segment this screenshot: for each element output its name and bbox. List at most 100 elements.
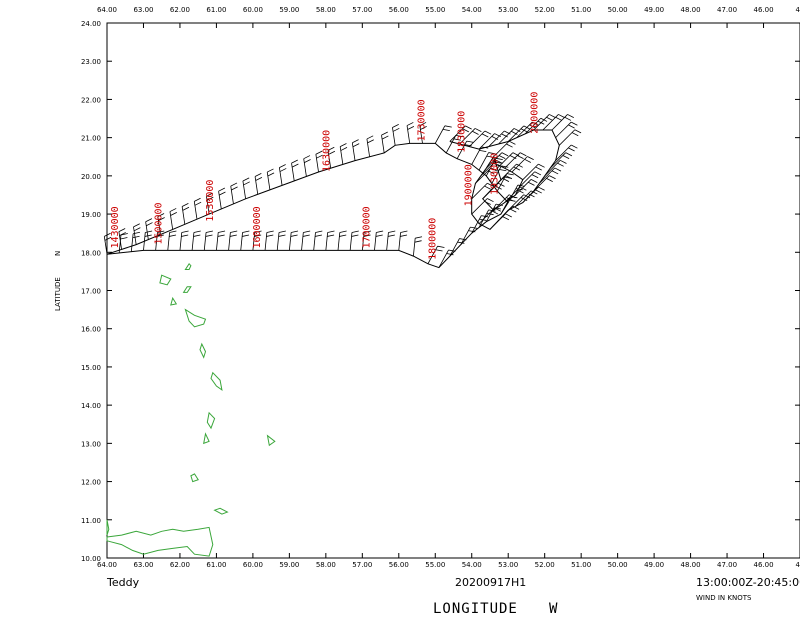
wind-barb [315, 150, 323, 173]
x-tick-label-bottom: 47.00 [717, 561, 737, 569]
wind-barb [351, 139, 360, 161]
wind-barb [278, 164, 287, 186]
wind-barb [518, 171, 542, 188]
wind-barb [406, 122, 415, 144]
wind-barb [218, 187, 226, 210]
island-coastline [106, 526, 214, 557]
time-label: 1500000 [154, 202, 165, 244]
wind-barb [471, 182, 494, 200]
wind-barb [533, 114, 556, 131]
time-label: 1600000 [252, 206, 263, 248]
time-label-layer: 1430000 1500000 1530000 1600000 1630000 17000… [110, 92, 541, 260]
wind-barb [103, 232, 112, 255]
x-tick-label-top: 51.00 [571, 6, 591, 14]
x-tick-label-bottom: 56.00 [389, 561, 409, 569]
y-axis-suffix: N [54, 251, 62, 256]
x-tick-label-bottom: 51.00 [571, 561, 591, 569]
wind-barb [398, 230, 408, 251]
wind-barb [488, 130, 511, 147]
wind-barb [498, 128, 521, 145]
flight-track-loop [449, 129, 560, 231]
wind-barb [475, 167, 498, 184]
wind-barb [459, 128, 482, 145]
x-tick-label-bottom: 50.00 [608, 561, 628, 569]
island-coastline [213, 507, 229, 515]
time-range: 13:00:00Z-20:45:00Z [696, 576, 800, 589]
wind-barb [555, 121, 578, 138]
wind-barb [427, 245, 445, 264]
time-label: 1930000 [489, 153, 500, 195]
wind-barb [228, 230, 238, 251]
x-tick-label-bottom: 58.00 [316, 561, 336, 569]
x-tick-label-top: 47.00 [717, 6, 737, 14]
y-tick-label: 11.00 [81, 517, 101, 525]
y-tick-label: 10.00 [81, 555, 101, 563]
y-tick-label: 14.00 [81, 402, 101, 410]
island-coastline [190, 473, 199, 483]
time-label: 1530000 [205, 180, 216, 222]
wind-barb [486, 152, 509, 169]
wind-barb [288, 230, 299, 251]
wind-barb [206, 192, 214, 215]
wind-barb [374, 230, 384, 251]
wind-barb [303, 155, 311, 177]
wind-barb [203, 230, 213, 251]
x-tick-label-bottom: 54.00 [462, 561, 482, 569]
wind-barb [313, 230, 323, 251]
x-tick-label-top: 60.00 [243, 6, 263, 14]
wind-barb [349, 230, 359, 251]
y-tick-label: 17.00 [81, 288, 101, 296]
wind-barb [515, 179, 538, 196]
wind-barb [469, 130, 492, 147]
wind-barb [133, 223, 141, 245]
time-label: 1830000 [456, 111, 467, 153]
wind-barb [169, 208, 177, 230]
x-tick-label-top: 59.00 [279, 6, 299, 14]
x-tick-label-top: 61.00 [206, 6, 226, 14]
island-coastline [266, 434, 276, 447]
island-coastline [159, 274, 172, 286]
wind-barb [445, 134, 463, 154]
x-tick-label-bottom: 45 [796, 561, 800, 569]
flight-track-line [106, 142, 509, 269]
y-tick-label: 22.00 [81, 96, 101, 104]
island-coastline [106, 519, 110, 536]
wind-barb [301, 230, 311, 251]
time-label: 1700000 [362, 206, 373, 248]
time-label: 1800000 [427, 218, 438, 260]
x-tick-label-bottom: 53.00 [498, 561, 518, 569]
x-tick-label-top: 49.00 [644, 6, 664, 14]
island-coastline [170, 296, 178, 306]
wind-barb [252, 230, 262, 251]
x-tick-label-bottom: 63.00 [133, 561, 153, 569]
island-coastline [210, 371, 223, 392]
wind-barb [337, 230, 347, 251]
flight-track-layer [106, 129, 560, 269]
x-tick-label-bottom: 49.00 [644, 561, 664, 569]
wind-barb [339, 143, 348, 165]
y-tick-label: 15.00 [81, 364, 101, 372]
y-tick-label: 18.00 [81, 249, 101, 257]
wind-barb [276, 230, 286, 251]
wind-barb [266, 168, 275, 190]
x-tick-label-bottom: 64.00 [97, 561, 117, 569]
wind-barb [491, 165, 509, 184]
x-tick-label-bottom: 48.00 [681, 561, 701, 569]
wind-barb [412, 236, 423, 257]
wind-barb [242, 177, 250, 199]
coastline-layer [106, 262, 276, 557]
wind-barb [366, 135, 374, 157]
top-axis-ticks: 64.00 63.00 62.00 61.00 60.00 59.00 58.00 57.00… [97, 6, 800, 28]
time-label: 1730000 [416, 99, 427, 141]
wind-barb [471, 146, 489, 165]
time-label: 1630000 [322, 130, 333, 172]
wind-barb [493, 140, 516, 158]
bottom-axis-ticks: 64.00 63.00 62.00 61.00 60.00 59.00 58.00 57.00… [97, 553, 800, 569]
y-tick-label: 12.00 [81, 479, 101, 487]
wind-barb [542, 114, 565, 131]
plot-area [106, 22, 800, 559]
wind-barb [361, 230, 372, 251]
wind-barb [381, 131, 389, 153]
wind-barb-layer [103, 114, 582, 268]
